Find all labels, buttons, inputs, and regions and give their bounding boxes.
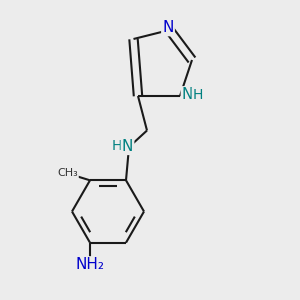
Text: CH₃: CH₃ bbox=[57, 168, 78, 178]
Text: H: H bbox=[112, 140, 122, 153]
Text: NH₂: NH₂ bbox=[76, 257, 104, 272]
Text: N: N bbox=[162, 20, 174, 35]
Text: N: N bbox=[182, 87, 193, 102]
Text: N: N bbox=[122, 139, 133, 154]
Text: H: H bbox=[193, 88, 203, 102]
